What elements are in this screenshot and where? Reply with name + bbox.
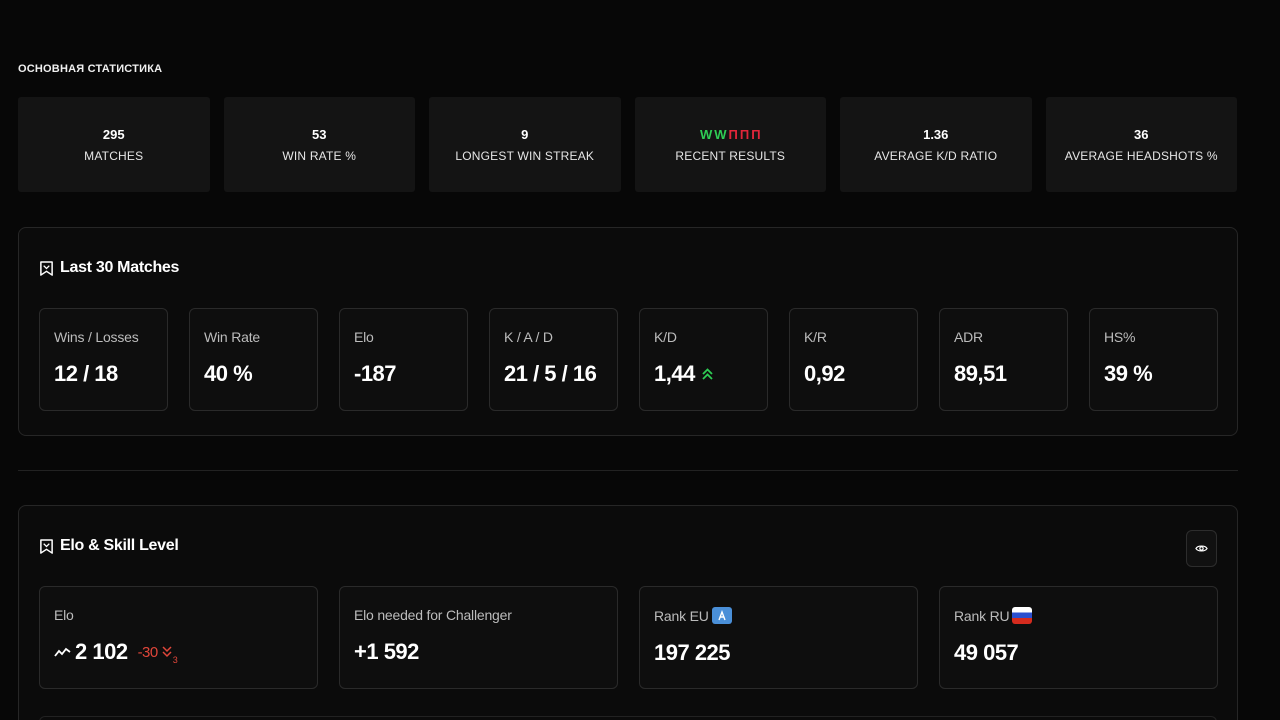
panel-header: Elo & Skill Level	[39, 537, 179, 555]
rank-label-row: Rank EU	[654, 607, 903, 624]
faceit-logo-icon	[40, 260, 53, 276]
tile-value: 36	[1134, 127, 1149, 142]
tile-value: 295	[102, 127, 125, 142]
eu-region-icon	[711, 607, 732, 624]
tile-value: 1.36	[923, 127, 949, 142]
stat-label: Elo	[354, 329, 374, 345]
elo-label: Elo	[54, 607, 74, 623]
elo-card-challenger: Elo needed for Challenger +1 592	[339, 586, 618, 689]
stat-card-elo: Elo -187	[339, 308, 468, 411]
rank-label: Rank RU	[954, 607, 1010, 624]
stat-label: K / A / D	[504, 329, 553, 345]
stat-label: K/D	[654, 329, 677, 345]
double-chevron-up-icon	[702, 368, 713, 380]
result-loss: П	[728, 127, 738, 142]
stat-card-adr: ADR 89,51	[939, 308, 1068, 411]
tile-value: 53	[312, 127, 327, 142]
stat-value: 40 %	[204, 361, 253, 386]
overview-tiles: 295 MATCHES 53 WIN RATE % 9 LONGEST WIN …	[18, 97, 1237, 192]
result-win: W	[699, 127, 713, 142]
tile-label: AVERAGE HEADSHOTS %	[1064, 149, 1218, 163]
section-title-overview: ОСНОВНАЯ СТАТИСТИКА	[18, 63, 163, 75]
elo-value-row: 2 102 -30 3	[54, 639, 303, 665]
rank-label: Rank EU	[654, 607, 709, 624]
tile-label: AVERAGE K/D RATIO	[874, 149, 998, 163]
rank-value: 49 057	[954, 640, 1019, 665]
stat-card-kd: K/D 1,44	[639, 308, 768, 411]
recent-results: W W П П П	[700, 126, 761, 143]
tile-matches: 295 MATCHES	[18, 97, 210, 192]
result-win: W	[714, 127, 727, 142]
stat-label: Wins / Losses	[54, 329, 139, 345]
eye-icon	[1195, 545, 1208, 552]
stat-value: 21 / 5 / 16	[504, 361, 597, 386]
toggle-visibility-button[interactable]	[1186, 530, 1217, 567]
elo-label: Elo needed for Challenger	[354, 607, 512, 623]
tile-longest-win-streak: 9 LONGEST WIN STREAK	[429, 97, 621, 192]
stat-label: ADR	[954, 329, 983, 345]
stat-label: K/R	[804, 329, 827, 345]
stat-value: 0,92	[804, 361, 845, 386]
russia-flag-icon	[1012, 607, 1033, 624]
stat-card-kad: K / A / D 21 / 5 / 16	[489, 308, 618, 411]
result-loss: П	[739, 127, 750, 142]
stat-card-wins-losses: Wins / Losses 12 / 18	[39, 308, 168, 411]
stat-value: 12 / 18	[54, 361, 118, 386]
next-section-edge	[39, 716, 1217, 720]
result-loss: П	[751, 127, 761, 142]
last30-stats: Wins / Losses 12 / 18 Win Rate 40 % Elo …	[39, 308, 1218, 411]
stat-value: -187	[354, 361, 397, 386]
panel-elo-skill-level: Elo & Skill Level Elo 2 102 -30 3	[18, 505, 1238, 720]
tile-label: RECENT RESULTS	[675, 149, 786, 163]
stat-label: Win Rate	[204, 329, 260, 345]
panel-last-30-matches: Last 30 Matches Wins / Losses 12 / 18 Wi…	[18, 227, 1238, 436]
elo-value: +1 592	[354, 639, 419, 664]
tile-label: LONGEST WIN STREAK	[455, 149, 595, 163]
panel-title: Last 30 Matches	[60, 259, 180, 276]
stat-card-kr: K/R 0,92	[789, 308, 918, 411]
tile-average-kd: 1.36 AVERAGE K/D RATIO	[840, 97, 1032, 192]
stat-value: 39 %	[1104, 361, 1153, 386]
elo-cards: Elo 2 102 -30 3 Elo needed for Challenge…	[39, 586, 1218, 689]
stat-value: 89,51	[954, 361, 1007, 386]
elo-change-sub: 3	[172, 655, 178, 665]
elo-change: -30	[137, 643, 159, 661]
tile-average-headshots: 36 AVERAGE HEADSHOTS %	[1045, 97, 1237, 192]
stat-value-row: 1,44	[654, 361, 753, 387]
stat-card-win-rate: Win Rate 40 %	[189, 308, 318, 411]
stat-card-hs: HS% 39 %	[1089, 308, 1218, 411]
elo-card-rank-ru: Rank RU 49 057	[939, 586, 1218, 689]
panel-header: Last 30 Matches	[39, 259, 179, 277]
tile-value: 9	[521, 127, 529, 142]
panel-title: Elo & Skill Level	[60, 537, 179, 554]
elo-card-rank-eu: Rank EU 197 225	[639, 586, 918, 689]
rank-value: 197 225	[654, 640, 731, 665]
double-chevron-down-icon	[162, 646, 172, 658]
trend-line-icon	[54, 647, 71, 657]
tile-label: WIN RATE %	[282, 149, 357, 163]
section-divider	[18, 470, 1238, 471]
stat-label: HS%	[1104, 329, 1136, 345]
tile-win-rate: 53 WIN RATE %	[223, 97, 415, 192]
elo-value: 2 102	[75, 639, 128, 664]
elo-card-current: Elo 2 102 -30 3	[39, 586, 318, 689]
faceit-logo-icon	[40, 538, 53, 554]
rank-label-row: Rank RU	[954, 607, 1203, 624]
tile-label: MATCHES	[84, 149, 144, 163]
tile-recent-results: W W П П П RECENT RESULTS	[634, 97, 826, 192]
stat-value: 1,44	[654, 361, 695, 386]
